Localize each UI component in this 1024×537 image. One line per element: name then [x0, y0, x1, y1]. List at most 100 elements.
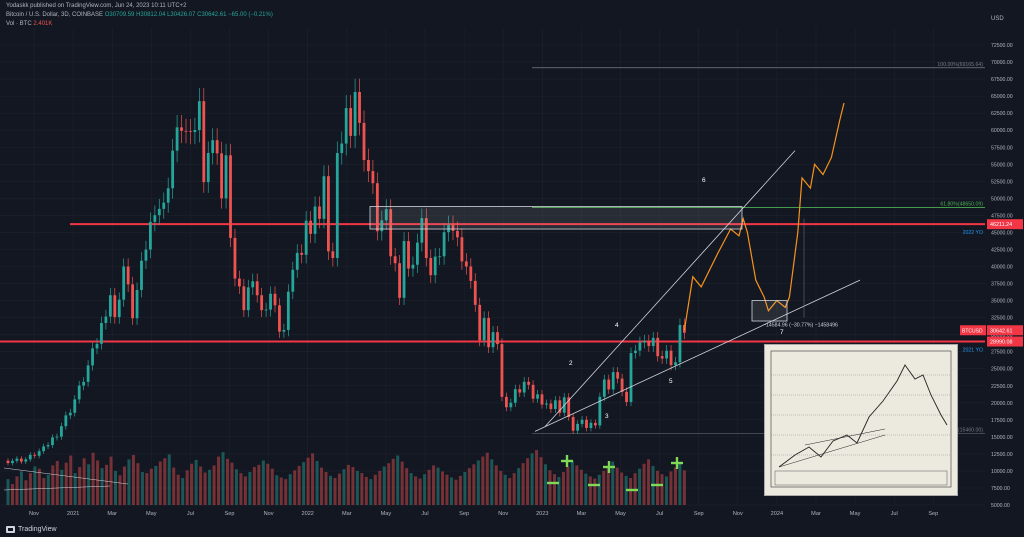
volume-bar — [333, 478, 337, 505]
volume-bar — [118, 475, 122, 505]
publisher-line: Yodaskk published on TradingView.com, Ju… — [6, 3, 187, 9]
candle-body — [585, 419, 588, 428]
volume-bar — [517, 468, 521, 505]
candle-body — [322, 176, 326, 219]
candle-body — [527, 381, 531, 385]
resistance-zone — [369, 206, 743, 230]
x-tick-label: May — [850, 511, 861, 517]
x-tick-label: Jul — [891, 511, 898, 517]
candle-body — [393, 256, 397, 264]
candle-body — [46, 445, 50, 447]
projection-path — [683, 102, 845, 331]
x-tick-label: Sep — [459, 511, 469, 517]
volume-bar — [423, 474, 427, 505]
y-tick-label: 22500.00 — [991, 384, 1013, 390]
volume-bar — [485, 452, 489, 505]
volume-bar — [96, 460, 100, 505]
candle-body — [220, 153, 223, 199]
candle-body — [269, 293, 272, 310]
candle-body — [313, 206, 317, 234]
candle-body — [469, 266, 473, 281]
y-tick-label: 60000.00 — [991, 128, 1013, 134]
candle-body — [353, 92, 357, 136]
y-tick-label: 47500.00 — [991, 213, 1013, 219]
volume-bar — [91, 452, 95, 505]
inset-image — [764, 344, 958, 496]
candle-body — [233, 237, 237, 279]
candle-body — [367, 159, 370, 172]
candle-body — [6, 460, 10, 464]
volume-bar — [87, 464, 91, 505]
candle-body — [224, 155, 228, 199]
price-tag-value: 46211.24 — [990, 222, 1012, 228]
candle-body — [64, 415, 68, 427]
volume-bar — [311, 453, 315, 505]
volume-bar — [427, 469, 431, 505]
candle-body — [460, 237, 464, 262]
volume-bar — [346, 464, 350, 505]
volume-bar — [73, 473, 77, 505]
candle-body — [642, 340, 646, 343]
candle-body — [68, 412, 72, 416]
price-tag-symbol-bg — [960, 325, 986, 336]
candle-body — [580, 419, 584, 424]
candle-body — [278, 305, 281, 332]
candle-body — [416, 242, 419, 265]
candle-body — [86, 365, 90, 382]
projection-line — [683, 102, 845, 331]
volume-bar — [499, 470, 503, 505]
volume-bar — [217, 456, 221, 505]
volume-bar — [414, 476, 418, 505]
candle-body — [126, 266, 130, 285]
volume-bar — [391, 458, 395, 505]
volume-bar — [445, 474, 449, 505]
volume-bar — [535, 450, 539, 505]
volume-bar — [82, 458, 86, 505]
volume-bar — [33, 466, 37, 505]
volume-bar — [557, 476, 561, 505]
candle-body — [193, 130, 197, 132]
candle-body — [371, 171, 375, 184]
candle-body — [451, 225, 455, 231]
volume-bar — [6, 479, 10, 505]
candle-body — [144, 249, 148, 261]
volume-bar — [360, 473, 364, 505]
volume-bar — [55, 461, 59, 505]
volume-bar — [494, 465, 498, 505]
volume-bars — [6, 450, 686, 505]
candle-body — [95, 343, 99, 349]
volume-bar — [526, 458, 530, 505]
candle-body — [611, 372, 615, 390]
candle-body — [491, 332, 495, 348]
low-label: (15460.00) — [958, 428, 983, 434]
volume-bar — [60, 469, 64, 505]
y-tick-label: 52500.00 — [991, 179, 1013, 185]
y-tick-label: 30000.00 — [991, 333, 1013, 339]
candle-body — [349, 108, 353, 136]
volume-bar — [440, 471, 444, 505]
volume-bar — [190, 463, 194, 505]
candle-body — [229, 155, 232, 238]
tradingview-logo[interactable]: TradingView — [6, 526, 57, 533]
candle-body — [398, 263, 401, 298]
volume-bar — [306, 457, 310, 505]
volume-bar — [342, 469, 346, 505]
volume-bar — [548, 470, 552, 505]
volume-bar — [409, 473, 413, 505]
y-tick-label: 35000.00 — [991, 299, 1013, 305]
volume-bar — [664, 476, 668, 505]
volume-bar — [122, 466, 126, 505]
volume-bar — [458, 475, 462, 505]
x-tick-label: Mar — [577, 511, 587, 517]
price-tag-bg — [987, 325, 1023, 336]
volume-bar — [539, 457, 543, 505]
candle-body — [197, 101, 201, 131]
candle-body — [553, 400, 557, 410]
volume-bar — [176, 474, 180, 505]
candle-body — [15, 458, 19, 461]
candle-body — [318, 206, 321, 219]
volume-bar — [579, 469, 583, 505]
volume-bar — [42, 478, 46, 505]
price-tag-value: 30642.61 — [990, 328, 1012, 334]
